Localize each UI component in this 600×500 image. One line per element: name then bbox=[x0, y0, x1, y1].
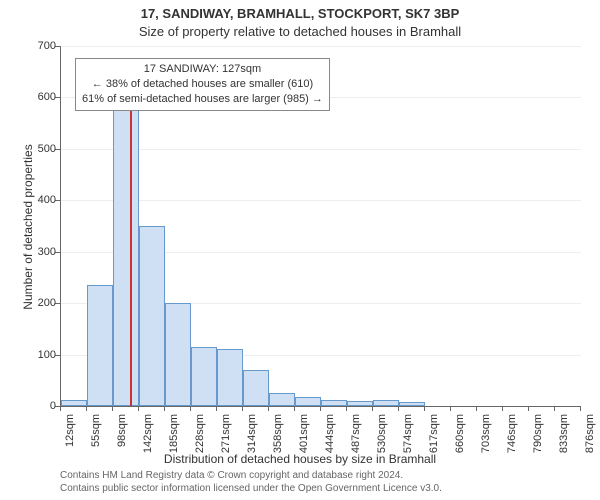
histogram-bar bbox=[139, 226, 165, 406]
x-tick-label: 358sqm bbox=[272, 414, 284, 454]
histogram-bar bbox=[347, 401, 373, 406]
histogram-bar bbox=[373, 400, 399, 406]
histogram-bar bbox=[61, 400, 87, 406]
info-callout-box: 17 SANDIWAY: 127sqm← 38% of detached hou… bbox=[75, 58, 330, 111]
x-tick-label: 55sqm bbox=[90, 414, 102, 454]
x-tick-label: 876sqm bbox=[584, 414, 596, 454]
histogram-bar bbox=[321, 400, 347, 406]
chart-container: 17, SANDIWAY, BRAMHALL, STOCKPORT, SK7 3… bbox=[0, 0, 600, 500]
x-tick-label: 617sqm bbox=[428, 414, 440, 454]
info-line-1: 17 SANDIWAY: 127sqm bbox=[82, 62, 323, 77]
x-tick-mark bbox=[216, 406, 217, 411]
grid-line bbox=[61, 149, 581, 150]
chart-title-main: 17, SANDIWAY, BRAMHALL, STOCKPORT, SK7 3… bbox=[0, 6, 600, 21]
x-tick-mark bbox=[138, 406, 139, 411]
histogram-bar bbox=[295, 397, 321, 406]
x-axis-label: Distribution of detached houses by size … bbox=[0, 452, 600, 466]
x-tick-mark bbox=[268, 406, 269, 411]
y-tick-label: 100 bbox=[16, 349, 56, 361]
grid-line bbox=[61, 200, 581, 201]
x-tick-label: 98sqm bbox=[116, 414, 128, 454]
x-tick-mark bbox=[294, 406, 295, 411]
histogram-bar bbox=[191, 347, 217, 406]
histogram-bar bbox=[113, 105, 139, 406]
x-tick-mark bbox=[60, 406, 61, 411]
histogram-bar bbox=[243, 370, 269, 406]
chart-title-sub: Size of property relative to detached ho… bbox=[0, 24, 600, 39]
footer-line-3: Contains public sector information licen… bbox=[60, 483, 442, 494]
y-tick-label: 600 bbox=[16, 91, 56, 103]
x-tick-mark bbox=[528, 406, 529, 411]
x-tick-label: 444sqm bbox=[324, 414, 336, 454]
highlight-marker bbox=[130, 105, 132, 406]
x-tick-mark bbox=[346, 406, 347, 411]
x-tick-mark bbox=[190, 406, 191, 411]
x-tick-mark bbox=[502, 406, 503, 411]
x-tick-label: 314sqm bbox=[246, 414, 258, 454]
histogram-bar bbox=[165, 303, 191, 406]
x-tick-mark bbox=[320, 406, 321, 411]
plot-area: 17 SANDIWAY: 127sqm← 38% of detached hou… bbox=[60, 46, 581, 407]
x-tick-mark bbox=[86, 406, 87, 411]
y-tick-label: 700 bbox=[16, 40, 56, 52]
x-tick-mark bbox=[424, 406, 425, 411]
x-tick-label: 271sqm bbox=[220, 414, 232, 454]
x-tick-mark bbox=[164, 406, 165, 411]
histogram-bar bbox=[269, 393, 295, 406]
x-tick-label: 530sqm bbox=[376, 414, 388, 454]
x-tick-mark bbox=[112, 406, 113, 411]
x-tick-mark bbox=[372, 406, 373, 411]
info-line-3: 61% of semi-detached houses are larger (… bbox=[82, 92, 323, 107]
x-tick-label: 401sqm bbox=[298, 414, 310, 454]
x-tick-label: 660sqm bbox=[454, 414, 466, 454]
x-tick-mark bbox=[554, 406, 555, 411]
histogram-bar bbox=[399, 402, 425, 406]
info-line-2: ← 38% of detached houses are smaller (61… bbox=[82, 77, 323, 92]
x-tick-label: 790sqm bbox=[532, 414, 544, 454]
x-tick-mark bbox=[450, 406, 451, 411]
x-tick-label: 703sqm bbox=[480, 414, 492, 454]
x-tick-mark bbox=[580, 406, 581, 411]
histogram-bar bbox=[217, 349, 243, 406]
x-tick-label: 185sqm bbox=[168, 414, 180, 454]
x-tick-label: 833sqm bbox=[558, 414, 570, 454]
x-tick-label: 574sqm bbox=[402, 414, 414, 454]
y-tick-label: 0 bbox=[16, 400, 56, 412]
x-tick-label: 487sqm bbox=[350, 414, 362, 454]
grid-line bbox=[61, 46, 581, 47]
x-tick-mark bbox=[476, 406, 477, 411]
x-tick-mark bbox=[242, 406, 243, 411]
y-axis-label: Number of detached properties bbox=[21, 127, 35, 327]
histogram-bar bbox=[87, 285, 113, 406]
x-tick-label: 746sqm bbox=[506, 414, 518, 454]
x-tick-mark bbox=[398, 406, 399, 411]
x-tick-label: 142sqm bbox=[142, 414, 154, 454]
x-tick-label: 12sqm bbox=[64, 414, 76, 454]
footer-line-1: Contains HM Land Registry data © Crown c… bbox=[60, 470, 403, 481]
x-tick-label: 228sqm bbox=[194, 414, 206, 454]
